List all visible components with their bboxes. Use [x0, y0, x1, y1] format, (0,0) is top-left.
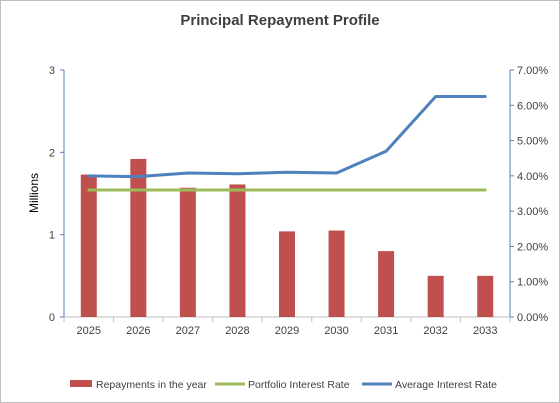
plot-area: 0 1 2 3 0.00% 1.00% 2.00% 3.00% 4.00% 5.00% 6.00% 7… — [49, 65, 549, 337]
y2-tick-label: 5.00% — [517, 136, 548, 148]
series-line — [87, 95, 487, 179]
bar — [179, 187, 196, 317]
y-tick-label: 1 — [49, 230, 55, 242]
x-tick-label: 2032 — [423, 325, 447, 337]
bar — [229, 184, 246, 317]
bar — [80, 174, 97, 317]
bar — [427, 275, 444, 317]
legend-label: Portfolio Interest Rate — [248, 379, 350, 391]
y-tick-label: 2 — [49, 147, 55, 159]
y-tick-label: 3 — [49, 65, 55, 77]
x-tick-label: 2030 — [324, 325, 348, 337]
bar — [378, 251, 395, 317]
y-axis-title: Millions — [27, 173, 41, 213]
legend: Repayments in the year Portfolio Interest… — [70, 379, 497, 391]
legend-swatch — [70, 380, 92, 387]
x-tick-label: 2026 — [126, 325, 150, 337]
legend-item: Portfolio Interest Rate — [215, 379, 350, 391]
y2-tick-label: 2.00% — [517, 241, 548, 253]
y2-tick-label: 7.00% — [517, 65, 548, 77]
legend-item: Average Interest Rate — [362, 379, 497, 391]
x-tick-label: 2028 — [225, 325, 249, 337]
x-tick-label: 2027 — [176, 325, 200, 337]
bar — [328, 230, 345, 317]
y2-tick-label: 1.00% — [517, 277, 548, 289]
bar — [279, 231, 295, 317]
legend-label: Average Interest Rate — [395, 379, 497, 391]
y2-tick-label: 6.00% — [517, 100, 548, 112]
bar — [477, 275, 494, 317]
y2-tick-label: 4.00% — [517, 171, 548, 183]
x-tick-label: 2029 — [275, 325, 299, 337]
y2-tick-label: 0.00% — [517, 312, 548, 324]
legend-label: Repayments in the year — [96, 379, 207, 391]
chart-title: Principal Repayment Profile — [180, 12, 379, 29]
x-tick-label: 2033 — [473, 325, 497, 337]
bar — [130, 158, 147, 317]
legend-item: Repayments in the year — [70, 379, 207, 391]
x-tick-label: 2025 — [77, 325, 101, 337]
y2-tick-label: 3.00% — [517, 206, 548, 218]
x-tick-label: 2031 — [374, 325, 398, 337]
y-tick-label: 0 — [49, 312, 55, 324]
